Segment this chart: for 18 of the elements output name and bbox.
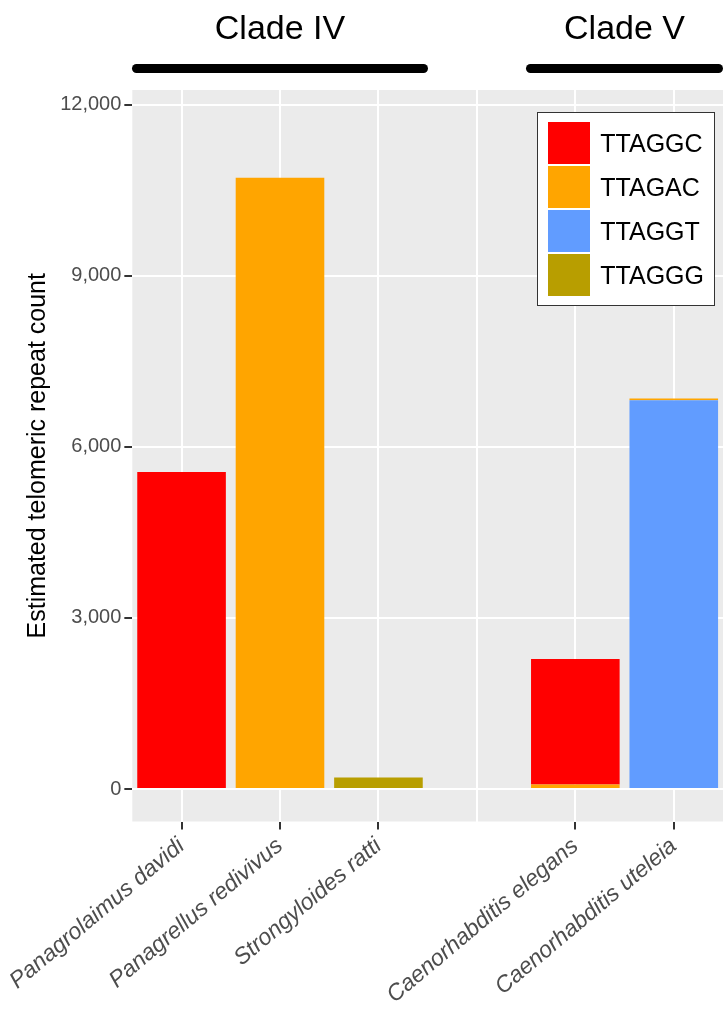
legend-label: TTAGGG	[600, 260, 704, 290]
text: Clade IV	[214, 7, 346, 48]
y-tick-label: 0	[110, 776, 122, 799]
bar	[531, 659, 620, 785]
y-axis-title: Estimated telomeric repeat count	[22, 272, 51, 639]
y-tick-label: 9,000	[71, 263, 122, 286]
bar	[235, 177, 325, 789]
legend-label: TTAGGC	[600, 128, 703, 158]
bar	[334, 777, 423, 789]
legend-label: TTAGAC	[600, 172, 700, 202]
y-tick-label: 6,000	[71, 434, 122, 457]
legend-label: TTAGGT	[600, 216, 700, 246]
bar	[629, 400, 719, 789]
bar	[531, 784, 620, 789]
y-tick-label: 3,000	[71, 605, 122, 628]
text: Clade V	[564, 7, 686, 48]
y-tick-label: 12,000	[60, 92, 122, 115]
bar	[137, 472, 226, 789]
